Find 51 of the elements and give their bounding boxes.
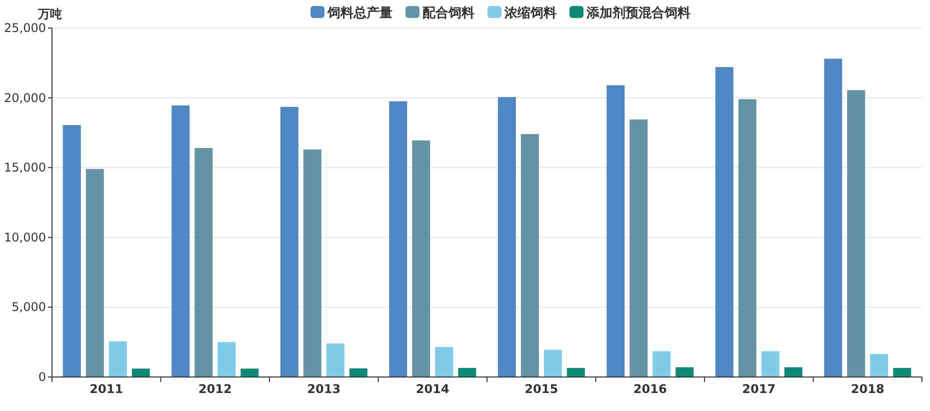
- bar: [194, 148, 213, 377]
- x-tick-label: 2013: [307, 382, 341, 396]
- bar: [498, 97, 516, 377]
- x-tick-label: 2012: [198, 382, 232, 396]
- bar: [240, 368, 259, 377]
- legend-label: 饲料总产量: [326, 5, 392, 21]
- x-tick-label: 2017: [742, 382, 776, 396]
- y-tick-label: 25,000: [4, 21, 46, 35]
- x-tick-label: 2018: [850, 382, 884, 396]
- y-tick-label: 0: [38, 370, 46, 384]
- bar: [172, 105, 190, 377]
- y-tick-label: 5,000: [12, 300, 46, 314]
- bar: [389, 101, 408, 377]
- bar: [280, 106, 298, 377]
- bar: [676, 367, 694, 377]
- bar: [824, 58, 842, 377]
- y-tick-label: 10,000: [4, 230, 46, 244]
- bar: [86, 168, 104, 377]
- bar: [218, 342, 236, 377]
- legend-label: 添加剂预混合饲料: [586, 5, 690, 21]
- bar: [458, 368, 476, 377]
- bar: [108, 341, 127, 377]
- bar: [544, 350, 562, 377]
- bar: [303, 149, 322, 377]
- x-tick-label: 2016: [633, 382, 667, 396]
- x-tick-label: 2011: [90, 382, 124, 396]
- bar: [893, 368, 912, 377]
- bar: [870, 354, 888, 377]
- y-tick-label: 20,000: [4, 90, 46, 105]
- bar: [761, 351, 780, 377]
- bar: [132, 368, 150, 377]
- bar: [326, 343, 344, 377]
- y-tick-label: 15,000: [4, 160, 46, 175]
- x-tick-label: 2015: [524, 382, 558, 396]
- bar: [520, 134, 539, 377]
- bar: [606, 85, 625, 377]
- y-axis-title: 万吨: [37, 7, 62, 21]
- legend-label: 配合饲料: [422, 5, 474, 21]
- bar: [435, 346, 454, 377]
- bar: [738, 99, 756, 377]
- legend-label: 浓缩饲料: [504, 5, 556, 21]
- bar: [715, 67, 734, 377]
- bar: [62, 125, 81, 377]
- bar: [349, 368, 368, 377]
- x-tick-label: 2014: [416, 382, 450, 396]
- bar: [566, 368, 585, 377]
- bar: [652, 351, 671, 377]
- bar: [630, 119, 648, 377]
- bar: [412, 140, 430, 377]
- bar: [847, 90, 866, 377]
- bar: [784, 367, 802, 377]
